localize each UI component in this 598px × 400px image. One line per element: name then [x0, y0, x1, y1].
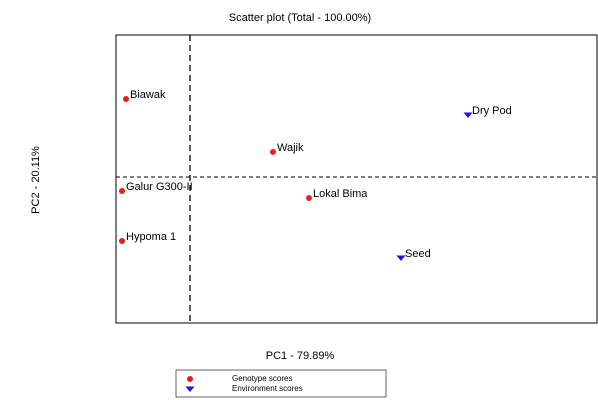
point: [270, 149, 276, 155]
legend-box: [175, 369, 387, 398]
point: [119, 238, 125, 244]
chart-title: Scatter plot (Total - 100.00%): [229, 12, 371, 24]
point-label: Wajik: [277, 142, 304, 154]
point-label: Galur G300-II: [126, 181, 193, 193]
point-label: Seed: [405, 248, 431, 260]
plot-frame: [115, 34, 598, 324]
legend-label: Environment scores: [232, 384, 303, 393]
x-axis-label: PC1 - 79.89%: [266, 350, 335, 362]
point: [123, 96, 129, 102]
point-label: Biawak: [130, 89, 166, 101]
point-label: Hypoma 1: [126, 231, 176, 243]
legend-marker: [187, 376, 193, 382]
point: [306, 195, 312, 201]
point-label: Lokal Bima: [313, 188, 368, 200]
legend-marker: [185, 386, 195, 392]
point: [396, 255, 406, 261]
point: [463, 112, 473, 118]
point: [119, 188, 125, 194]
point-label: Dry Pod: [472, 105, 512, 117]
legend-label: Genotype scores: [232, 374, 292, 383]
y-axis-label: PC2 - 20.11%: [30, 146, 42, 214]
